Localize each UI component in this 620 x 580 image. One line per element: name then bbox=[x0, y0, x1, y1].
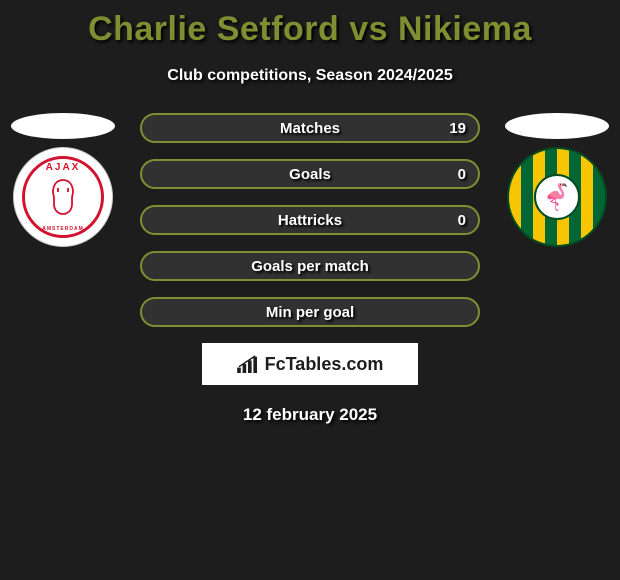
ajax-head-icon bbox=[46, 174, 80, 220]
stat-label: Goals per match bbox=[251, 258, 369, 275]
ado-inner-circle: 🦩 bbox=[534, 174, 580, 220]
ajax-badge-text: AJAX bbox=[46, 162, 81, 173]
stat-label: Min per goal bbox=[266, 304, 354, 321]
stat-bar-gpm: Goals per match bbox=[140, 251, 480, 281]
brand-text: FcTables.com bbox=[265, 354, 384, 375]
stat-bar-goals: Goals 0 bbox=[140, 159, 480, 189]
stat-label: Hattricks bbox=[278, 212, 342, 229]
player-right-photo-placeholder bbox=[505, 113, 609, 139]
player-left-photo-placeholder bbox=[11, 113, 115, 139]
stat-right-value: 0 bbox=[458, 166, 466, 183]
ajax-badge-bottom: AMSTERDAM bbox=[42, 226, 84, 232]
player-right-slot: 🦩 bbox=[502, 113, 612, 247]
stat-bar-mpg: Min per goal bbox=[140, 297, 480, 327]
page-title: Charlie Setford vs Nikiema bbox=[0, 0, 620, 49]
stat-label: Matches bbox=[280, 120, 340, 137]
club-badge-left: AJAX AMSTERDAM bbox=[13, 147, 113, 247]
date-label: 12 february 2025 bbox=[0, 405, 620, 425]
season-subtitle: Club competitions, Season 2024/2025 bbox=[0, 67, 620, 85]
stat-right-value: 19 bbox=[449, 120, 466, 137]
stat-bars: Matches 19 Goals 0 Hattricks 0 Goals per… bbox=[140, 113, 480, 327]
stork-icon: 🦩 bbox=[541, 182, 573, 213]
player-left-slot: AJAX AMSTERDAM bbox=[8, 113, 118, 247]
brand-bars-icon bbox=[237, 355, 259, 373]
stat-right-value: 0 bbox=[458, 212, 466, 229]
comparison-content: AJAX AMSTERDAM 🦩 Matches 19 Goals 0 Ha bbox=[0, 113, 620, 425]
stat-bar-matches: Matches 19 bbox=[140, 113, 480, 143]
stat-bar-hattricks: Hattricks 0 bbox=[140, 205, 480, 235]
brand-box: FcTables.com bbox=[202, 343, 418, 385]
stat-label: Goals bbox=[289, 166, 331, 183]
club-badge-right: 🦩 bbox=[507, 147, 607, 247]
